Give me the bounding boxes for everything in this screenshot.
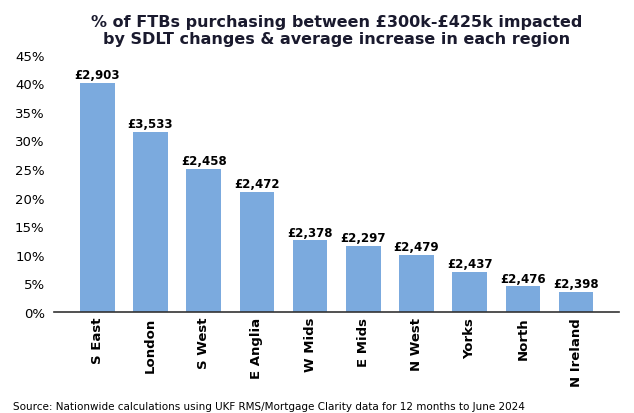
Text: £2,398: £2,398 (553, 278, 599, 290)
Bar (186, 169, 221, 312)
Text: £2,479: £2,479 (394, 240, 439, 254)
Title: % of FTBs purchasing between £300k-£425k impacted
by SDLT changes & average incr: % of FTBs purchasing between £300k-£425k… (91, 15, 583, 47)
Text: £2,472: £2,472 (234, 178, 280, 191)
Text: £2,903: £2,903 (75, 69, 120, 82)
Bar (293, 241, 327, 312)
Text: £3,533: £3,533 (127, 118, 173, 131)
Bar (133, 133, 168, 312)
Bar (453, 272, 487, 312)
Bar (559, 292, 593, 312)
Text: £2,297: £2,297 (340, 232, 386, 245)
Bar (80, 84, 115, 312)
Text: £2,378: £2,378 (287, 226, 333, 239)
Text: £2,476: £2,476 (500, 272, 546, 285)
Bar (346, 247, 380, 312)
Text: £2,458: £2,458 (181, 155, 226, 168)
Bar (399, 255, 434, 312)
Bar (505, 287, 540, 312)
Text: Source: Nationwide calculations using UKF RMS/Mortgage Clarity data for 12 month: Source: Nationwide calculations using UK… (13, 401, 524, 411)
Bar (240, 192, 274, 312)
Text: £2,437: £2,437 (447, 258, 493, 271)
